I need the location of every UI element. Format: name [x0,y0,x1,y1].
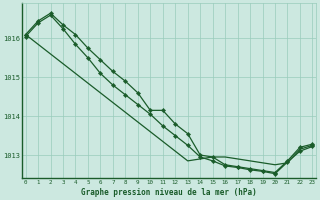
X-axis label: Graphe pression niveau de la mer (hPa): Graphe pression niveau de la mer (hPa) [81,188,257,197]
